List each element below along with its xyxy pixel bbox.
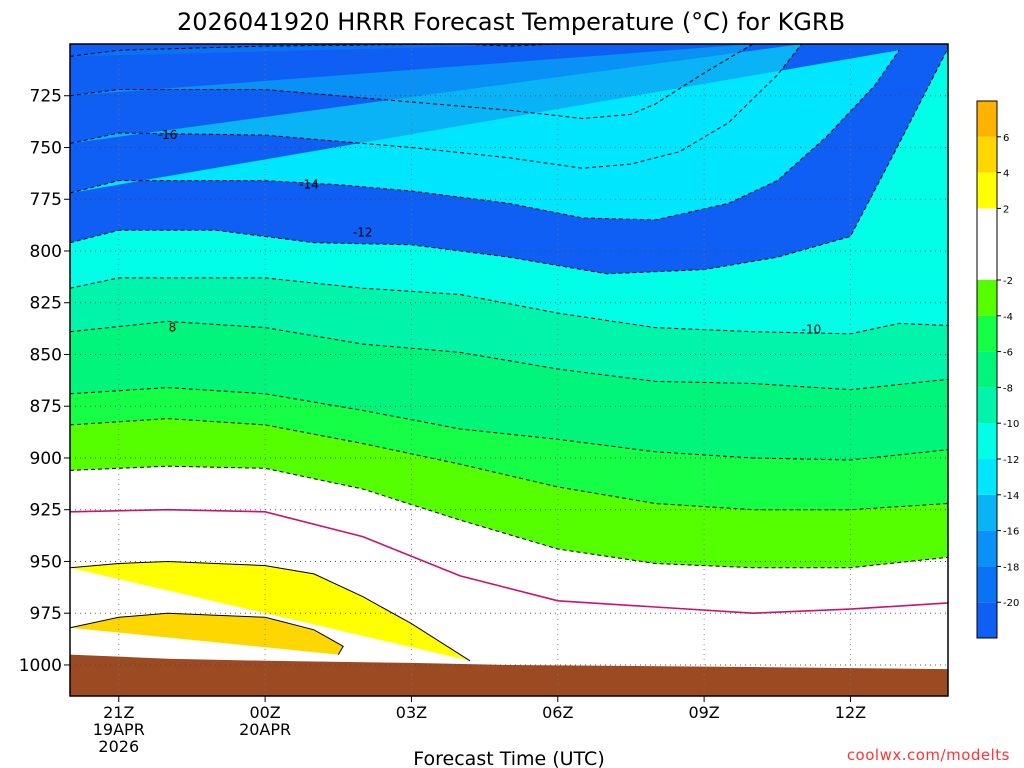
colorbar-tick-label: -2 [1003,276,1013,287]
x-tick-year: 2026 [98,737,139,756]
y-tick-label: 825 [30,294,62,314]
contour-line-2 [70,560,471,662]
contour-label: -12 [353,225,373,239]
colorbar-legend: 6 4 2 -2 -4 -6 -8 -10 -12 -14 -16 -18 -20 [976,100,1019,639]
y-tick-label: 725 [30,87,62,107]
contour-line--14 [70,49,900,221]
colorbar-segment [977,208,997,280]
contour-line-0 [70,508,948,615]
colorbar-tick-label: -20 [1003,598,1019,609]
y-tick-label: 1000 [19,656,62,676]
y-tick-label: 975 [30,604,62,624]
colorbar-segment [977,280,997,316]
colorbar-tick-label: 6 [1003,133,1009,144]
colorbar-segment [977,315,997,352]
x-tick-date: 19APR [93,720,145,739]
contour-line-4 [70,612,344,655]
temp-band-4 [70,613,344,655]
colorbar-tick-label: -4 [1003,312,1013,323]
colorbar-tick-label: -6 [1003,348,1013,359]
contour-line--20 [70,44,558,57]
colorbar-segment [977,136,997,173]
colorbar-segment [977,530,997,567]
y-tick-label: 800 [30,242,62,262]
colorbar-segment [977,602,997,638]
y-tick-label: 750 [30,138,62,158]
colorbar-segment [977,101,997,137]
contour-label: -16 [158,128,178,142]
x-tick-label: 12Z [835,703,866,722]
colorbar-segment [977,351,997,388]
x-tick-label: 00Z [249,703,280,722]
colorbar-segment [977,423,997,459]
contour-label: -14 [299,178,319,192]
temp-band--14 [70,50,900,220]
colorbar-segment [977,387,997,424]
colorbar-frame [976,100,998,639]
colorbar-segment [977,172,997,209]
y-tick-label: 925 [30,501,62,521]
x-tick-date: 20APR [239,720,291,739]
x-tick-label: 09Z [688,703,719,722]
colorbar-tick-label: -8 [1003,383,1013,394]
temp-band--20 [70,44,558,57]
colorbar-tick-label: -16 [1003,527,1019,538]
colorbar-tick-label: -18 [1003,562,1019,573]
colorbar-tick-label: 2 [1003,204,1009,215]
contour-line--4 [70,418,948,511]
y-tick-label: 875 [30,397,62,417]
contour-line--6 [70,387,948,461]
colorbar-tick-label: -14 [1003,491,1019,502]
x-tick-label: 06Z [542,703,573,722]
y-axis: 725 750 775 800 825 850 875 900 925 950 975 1000 [19,87,70,676]
contour-label: -10 [802,323,822,337]
contour-line--16 [70,44,803,169]
chart-title: 2026041920 HRRR Forecast Temperature (°C… [177,8,845,36]
y-tick-label: 950 [30,552,62,572]
colorbar-segment [977,566,997,603]
plot-area: -16 -14 -12 -10 8 [69,43,949,697]
contour-line--10 [70,277,948,335]
colorbar-tick-label: 4 [1003,169,1009,180]
colorbar-segment [977,459,997,495]
colorbar-tick-label: -12 [1003,455,1019,466]
contour-label: 8 [169,321,177,335]
credit-link[interactable]: coolwx.com/modelts [847,746,1010,764]
plot-frame [69,43,949,697]
temp-band-2 [70,561,470,661]
colorbar-segment [977,494,997,531]
contour-line--2 [70,465,948,569]
x-tick-label: 03Z [396,703,427,722]
x-axis-label: Forecast Time (UTC) [413,748,604,768]
y-tick-label: 775 [30,190,62,210]
terrain-fill [70,654,948,696]
contour-line--12 [70,47,948,275]
y-tick-label: 850 [30,345,62,365]
x-tick-label: 21Z [103,703,134,722]
contour-line--8 [70,320,948,391]
colorbar-tick-label: -10 [1003,419,1019,430]
y-tick-label: 900 [30,449,62,469]
